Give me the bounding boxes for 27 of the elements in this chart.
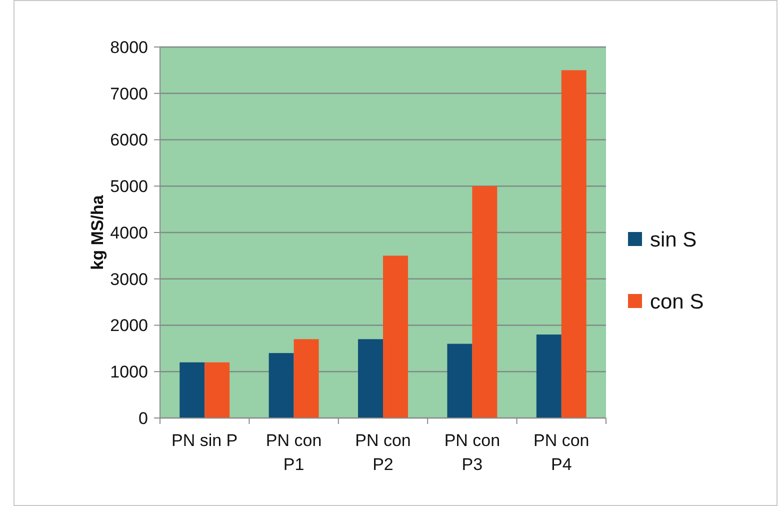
y-axis-title: kg MS/ha	[88, 194, 107, 270]
y-tick-label: 2000	[110, 316, 148, 336]
y-tick-label: 4000	[110, 223, 148, 242]
bar	[204, 362, 230, 418]
y-tick-label: 7000	[110, 84, 148, 104]
y-tick-label: 8000	[110, 38, 148, 57]
y-tick-label: 0	[138, 408, 148, 428]
y-tick-label: 5000	[110, 177, 148, 196]
legend-label: con S	[650, 290, 704, 314]
y-tick-label: 3000	[110, 270, 148, 289]
x-tick-label: PN con P4	[534, 431, 590, 474]
bar	[472, 186, 498, 418]
bar	[294, 339, 319, 418]
y-tick-label: 1000	[110, 362, 148, 382]
bar	[447, 344, 472, 418]
x-tick-label: PN con P1	[266, 431, 322, 474]
bar	[180, 362, 205, 418]
bar	[383, 256, 408, 418]
bar	[268, 353, 294, 418]
x-tick-label: PN con P2	[355, 431, 411, 474]
bar	[358, 339, 383, 418]
bar	[536, 334, 562, 418]
legend-label: sin S	[650, 228, 697, 252]
x-tick-label: PN con P3	[444, 431, 500, 474]
bar	[561, 70, 586, 418]
x-tick-label: PN sin P	[172, 431, 238, 450]
y-tick-label: 6000	[110, 130, 148, 150]
